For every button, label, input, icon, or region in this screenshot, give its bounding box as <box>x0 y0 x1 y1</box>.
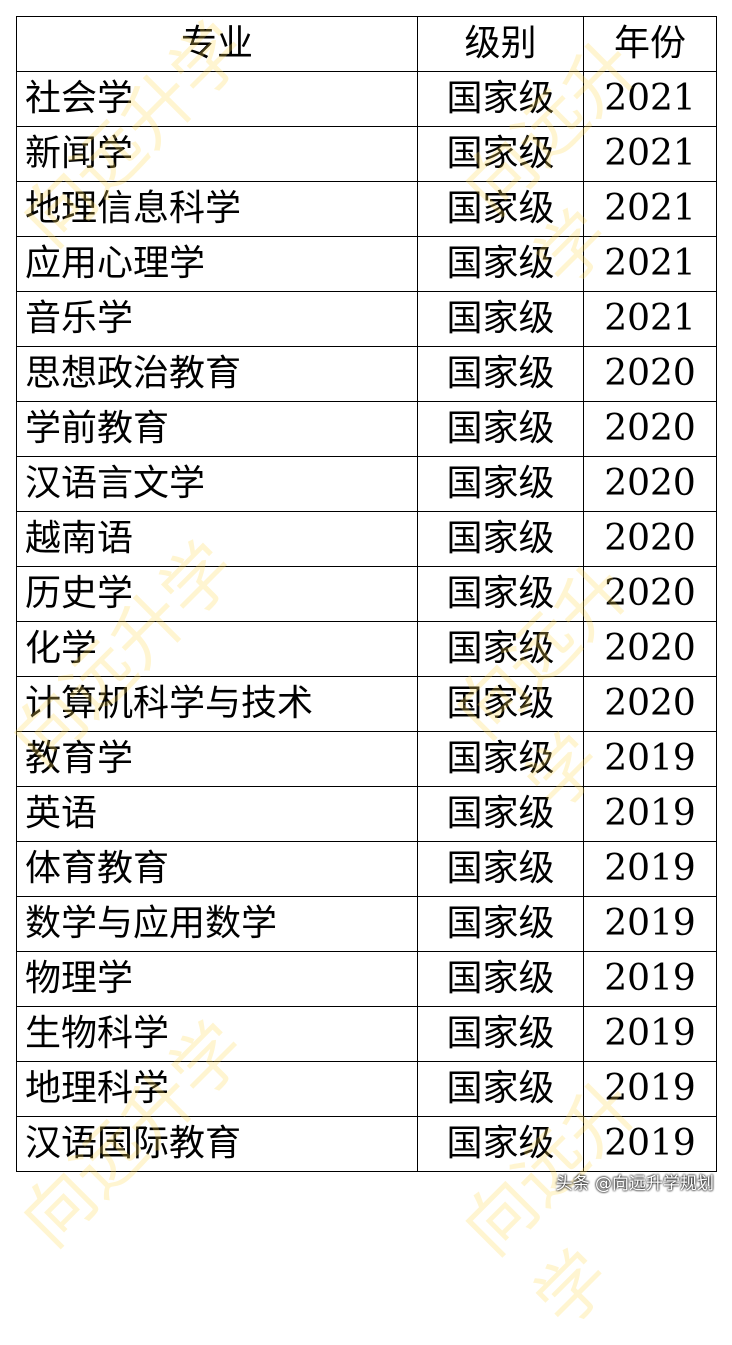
year-cell: 2019 <box>583 841 717 897</box>
level-cell: 国家级 <box>417 71 584 127</box>
table-row: 计算机科学与技术 国家级 2020 <box>16 676 717 732</box>
table-row: 历史学 国家级 2020 <box>16 566 717 622</box>
majors-table: 专业 级别 年份 社会学 国家级 2021 新闻学 国家级 2021 地理信息科学 国家级 20… <box>16 16 717 1172</box>
year-cell: 2019 <box>583 786 717 842</box>
level-cell: 国家级 <box>417 401 584 457</box>
level-cell: 国家级 <box>417 951 584 1007</box>
header-level: 级别 <box>417 16 584 72</box>
level-cell: 国家级 <box>417 731 584 787</box>
year-cell: 2019 <box>583 731 717 787</box>
level-cell: 国家级 <box>417 456 584 512</box>
level-cell: 国家级 <box>417 786 584 842</box>
year-cell: 2021 <box>583 236 717 292</box>
major-cell: 地理信息科学 <box>16 181 418 237</box>
major-cell: 地理科学 <box>16 1061 418 1117</box>
source-credit: 头条 @向远升学规划 <box>555 1174 714 1194</box>
level-cell: 国家级 <box>417 346 584 402</box>
year-cell: 2021 <box>583 181 717 237</box>
table-row: 音乐学 国家级 2021 <box>16 291 717 347</box>
year-cell: 2020 <box>583 511 717 567</box>
year-cell: 2020 <box>583 456 717 512</box>
table-row: 物理学 国家级 2019 <box>16 951 717 1007</box>
major-cell: 音乐学 <box>16 291 418 347</box>
header-year: 年份 <box>583 16 717 72</box>
major-cell: 应用心理学 <box>16 236 418 292</box>
table-row: 地理信息科学 国家级 2021 <box>16 181 717 237</box>
year-cell: 2019 <box>583 1116 717 1172</box>
level-cell: 国家级 <box>417 126 584 182</box>
table-row: 地理科学 国家级 2019 <box>16 1061 717 1117</box>
major-cell: 新闻学 <box>16 126 418 182</box>
level-cell: 国家级 <box>417 841 584 897</box>
year-cell: 2019 <box>583 951 717 1007</box>
table-row: 化学 国家级 2020 <box>16 621 717 677</box>
major-cell: 数学与应用数学 <box>16 896 418 952</box>
major-cell: 思想政治教育 <box>16 346 418 402</box>
table-row: 数学与应用数学 国家级 2019 <box>16 896 717 952</box>
level-cell: 国家级 <box>417 511 584 567</box>
header-row: 专业 级别 年份 <box>16 16 717 72</box>
year-cell: 2021 <box>583 71 717 127</box>
level-cell: 国家级 <box>417 896 584 952</box>
year-cell: 2020 <box>583 676 717 732</box>
table-row: 思想政治教育 国家级 2020 <box>16 346 717 402</box>
major-cell: 社会学 <box>16 71 418 127</box>
major-cell: 教育学 <box>16 731 418 787</box>
table-row: 应用心理学 国家级 2021 <box>16 236 717 292</box>
level-cell: 国家级 <box>417 566 584 622</box>
year-cell: 2020 <box>583 401 717 457</box>
year-cell: 2020 <box>583 346 717 402</box>
major-cell: 历史学 <box>16 566 418 622</box>
table-row: 新闻学 国家级 2021 <box>16 126 717 182</box>
table-row: 教育学 国家级 2019 <box>16 731 717 787</box>
major-cell: 汉语言文学 <box>16 456 418 512</box>
table-row: 学前教育 国家级 2020 <box>16 401 717 457</box>
table-row: 英语 国家级 2019 <box>16 786 717 842</box>
level-cell: 国家级 <box>417 236 584 292</box>
year-cell: 2020 <box>583 621 717 677</box>
year-cell: 2019 <box>583 896 717 952</box>
year-cell: 2019 <box>583 1006 717 1062</box>
level-cell: 国家级 <box>417 676 584 732</box>
major-cell: 计算机科学与技术 <box>16 676 418 732</box>
level-cell: 国家级 <box>417 291 584 347</box>
year-cell: 2021 <box>583 126 717 182</box>
level-cell: 国家级 <box>417 621 584 677</box>
major-cell: 学前教育 <box>16 401 418 457</box>
level-cell: 国家级 <box>417 181 584 237</box>
major-cell: 汉语国际教育 <box>16 1116 418 1172</box>
table-row: 体育教育 国家级 2019 <box>16 841 717 897</box>
major-cell: 物理学 <box>16 951 418 1007</box>
major-cell: 生物科学 <box>16 1006 418 1062</box>
table-row: 汉语言文学 国家级 2020 <box>16 456 717 512</box>
header-major: 专业 <box>16 16 418 72</box>
table-row: 生物科学 国家级 2019 <box>16 1006 717 1062</box>
table-row: 社会学 国家级 2021 <box>16 71 717 127</box>
table-row: 越南语 国家级 2020 <box>16 511 717 567</box>
year-cell: 2021 <box>583 291 717 347</box>
level-cell: 国家级 <box>417 1116 584 1172</box>
year-cell: 2019 <box>583 1061 717 1117</box>
year-cell: 2020 <box>583 566 717 622</box>
level-cell: 国家级 <box>417 1006 584 1062</box>
major-cell: 体育教育 <box>16 841 418 897</box>
level-cell: 国家级 <box>417 1061 584 1117</box>
table-row: 汉语国际教育 国家级 2019 <box>16 1116 717 1172</box>
major-cell: 化学 <box>16 621 418 677</box>
major-cell: 英语 <box>16 786 418 842</box>
major-cell: 越南语 <box>16 511 418 567</box>
